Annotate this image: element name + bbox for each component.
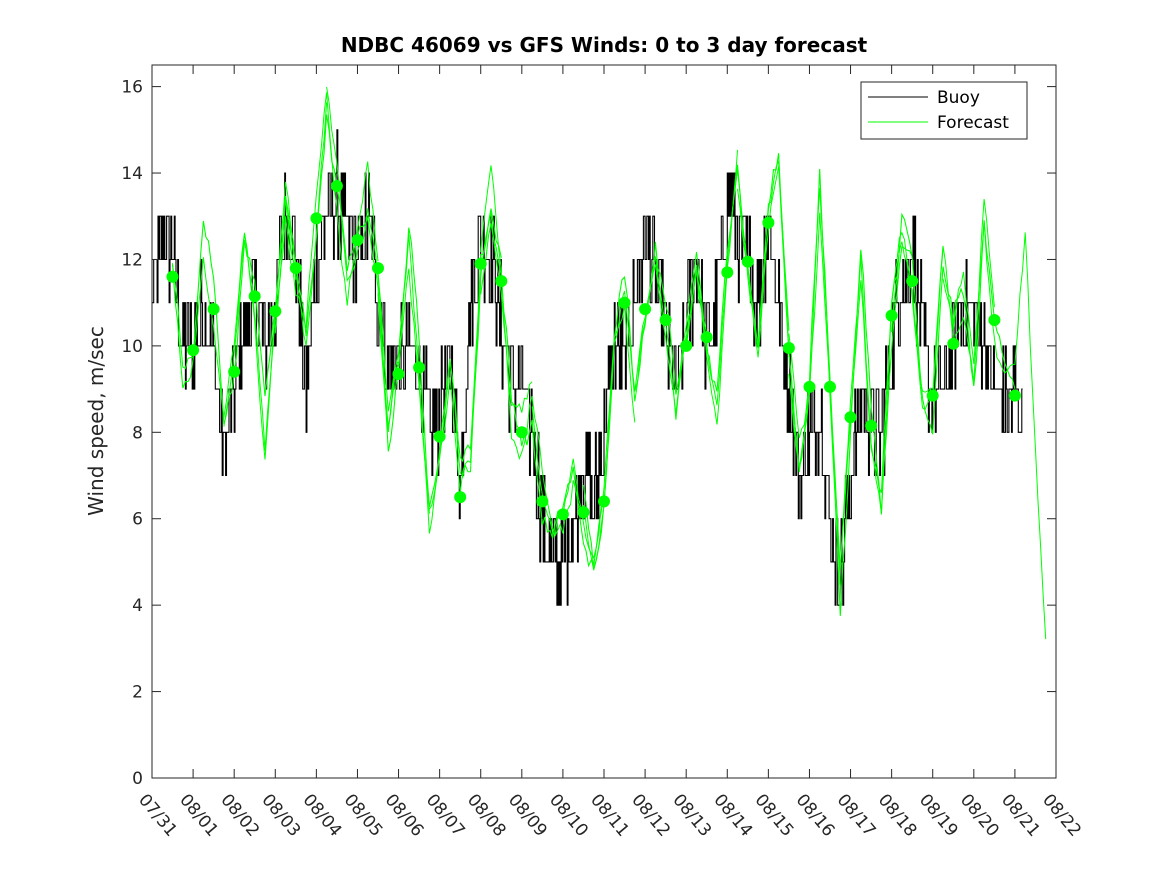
forecast-run-1 xyxy=(172,232,276,460)
forecast-marker xyxy=(782,342,795,354)
axis-ticks xyxy=(151,65,1057,779)
forecast-marker xyxy=(680,339,693,352)
y-axis-label: Wind speed, m/sec xyxy=(84,326,108,516)
forecast-run-13 xyxy=(788,212,893,570)
forecast-marker xyxy=(721,266,734,279)
forecast-marker xyxy=(413,361,426,374)
forecast-marker xyxy=(372,262,384,275)
legend-buoy-label: Buoy xyxy=(937,88,980,108)
y-tick-label: 10 xyxy=(121,337,143,357)
y-tick-labels: 0 2 4 6 8 10 12 14 16 xyxy=(121,78,143,789)
forecast-marker xyxy=(741,255,754,268)
forecast-marker xyxy=(885,309,898,322)
chart-title: NDBC 46069 vs GFS Winds: 0 to 3 day fore… xyxy=(341,33,868,57)
forecast-marker xyxy=(906,275,919,288)
forecast-run-11 xyxy=(685,166,790,406)
forecast-run-4 xyxy=(326,86,430,514)
forecast-marker xyxy=(659,314,672,326)
y-tick-label: 4 xyxy=(132,596,143,616)
forecast-marker xyxy=(289,262,302,275)
forecast-marker xyxy=(166,270,179,283)
y-tick-label: 14 xyxy=(121,164,143,184)
legend-box xyxy=(860,81,1028,140)
forecast-marker xyxy=(803,380,816,393)
forecast-marker xyxy=(536,495,549,508)
forecast-marker xyxy=(228,365,241,378)
buoy-series xyxy=(152,129,1023,606)
y-tick-label: 12 xyxy=(121,250,143,270)
y-tick-label: 6 xyxy=(132,510,143,530)
buoy-line xyxy=(152,129,1023,606)
forecast-marker xyxy=(269,305,282,318)
forecast-marker xyxy=(947,337,960,350)
forecast-marker xyxy=(844,411,857,424)
forecast-marker xyxy=(515,426,528,439)
forecast-markers xyxy=(166,180,1021,521)
y-tick-label: 0 xyxy=(132,769,143,789)
forecast-marker xyxy=(187,344,200,357)
forecast-marker xyxy=(248,290,261,303)
forecast-marker xyxy=(556,508,569,521)
y-tick-label: 2 xyxy=(132,683,143,703)
forecast-marker xyxy=(926,389,939,402)
forecast-marker xyxy=(577,506,590,519)
forecast-marker xyxy=(433,430,446,443)
forecast-marker xyxy=(1008,389,1021,402)
forecast-marker xyxy=(310,212,323,225)
forecast-marker xyxy=(762,216,775,229)
forecast-marker xyxy=(618,296,631,309)
forecast-marker xyxy=(639,303,652,316)
y-tick-label: 16 xyxy=(121,78,143,98)
forecast-marker xyxy=(598,495,610,508)
legend: Buoy Forecast xyxy=(860,81,1028,140)
forecast-marker xyxy=(351,234,364,246)
forecast-marker xyxy=(988,314,1001,326)
forecast-marker xyxy=(392,368,405,380)
forecast-marker xyxy=(330,180,343,192)
forecast-marker xyxy=(700,331,713,344)
forecast-marker xyxy=(865,419,878,432)
y-tick-label: 8 xyxy=(132,423,143,443)
forecast-marker xyxy=(474,257,487,270)
forecast-marker xyxy=(824,380,836,393)
forecast-marker xyxy=(495,275,508,288)
forecast-run-6 xyxy=(428,212,533,510)
forecast-marker xyxy=(454,491,467,504)
forecast-marker xyxy=(207,303,220,316)
forecast-run-10 xyxy=(634,149,738,425)
forecast-run-9 xyxy=(583,256,687,571)
forecast-run-16 xyxy=(942,220,1047,640)
legend-forecast-label: Forecast xyxy=(937,113,1009,133)
